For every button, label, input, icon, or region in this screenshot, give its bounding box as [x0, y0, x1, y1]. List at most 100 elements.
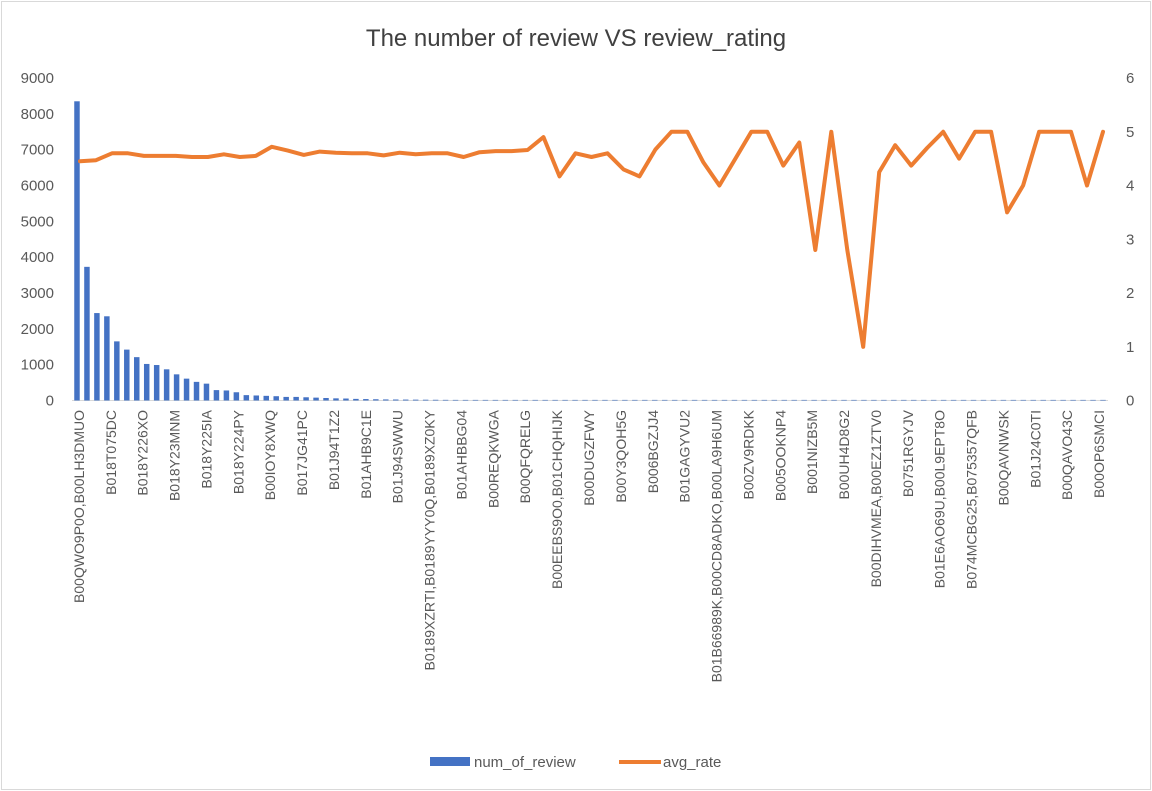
bar — [253, 395, 260, 401]
bar — [542, 399, 548, 401]
x-tick-label: B018Y224PY — [230, 409, 246, 494]
x-tick-label: B018Y225IA — [199, 409, 215, 488]
bar — [293, 396, 299, 401]
bar — [681, 399, 688, 401]
bar — [841, 399, 847, 401]
bar — [273, 396, 279, 401]
bar — [1080, 399, 1086, 401]
bar — [711, 399, 718, 401]
bar — [990, 399, 997, 401]
bar — [751, 399, 758, 401]
bar — [353, 398, 359, 401]
x-tick-label: B074MCBG25,B075357QFB — [964, 410, 980, 589]
y-left-tick-label: 9000 — [21, 70, 54, 87]
x-tick-label: B01B66989K,B00CD8ADKO,B00LA9H6UM — [709, 410, 725, 682]
bar-series — [74, 101, 1106, 401]
x-tick-label: B01J94T1Z2 — [326, 410, 342, 490]
bar — [512, 399, 519, 401]
x-tick-label: B00QAVO43C — [1059, 410, 1075, 500]
bar — [741, 399, 748, 401]
x-tick-label: B00QFQRELG — [517, 410, 533, 503]
x-tick-label: B0189XZRTI,B0189YYY0Q,B0189XZ0KY — [422, 409, 438, 670]
chart-title: The number of review VS review_rating — [366, 25, 786, 52]
y-right-tick-label: 1 — [1126, 339, 1134, 356]
x-tick-label: B00DUGZFWY — [581, 409, 597, 505]
y-left-tick-label: 1000 — [21, 357, 54, 374]
x-tick-label: B01AHBBG04 — [454, 410, 470, 500]
bar — [383, 399, 389, 401]
legend-swatch-bar — [430, 757, 470, 766]
bar — [552, 399, 558, 401]
bar — [1000, 399, 1007, 401]
x-tick-label: B018Y23MNM — [167, 410, 183, 501]
bar — [363, 399, 369, 401]
legend: num_of_review avg_rate — [430, 754, 721, 771]
bar — [582, 399, 588, 401]
bar — [791, 399, 797, 401]
bar — [163, 369, 170, 401]
y-right-tick-label: 2 — [1126, 285, 1134, 302]
x-tick-label: B005OOKNP4 — [772, 410, 788, 501]
y-left-tick-label: 4000 — [21, 249, 54, 266]
bar — [1100, 399, 1106, 401]
bar — [522, 399, 528, 401]
bar — [1010, 399, 1017, 401]
bar — [701, 399, 708, 401]
x-tick-label: B018T075DC — [103, 410, 119, 495]
y-right-tick-label: 4 — [1126, 178, 1134, 195]
bar — [671, 399, 678, 401]
bar — [183, 378, 190, 401]
x-tick-label: B017JG41PC — [294, 410, 310, 496]
bar — [960, 399, 967, 401]
x-tick-label: B01J24C0TI — [1027, 410, 1043, 488]
y-left-tick-label: 7000 — [21, 142, 54, 159]
bar — [940, 399, 947, 401]
bar — [114, 341, 120, 401]
bar — [532, 399, 538, 401]
bar — [602, 399, 608, 401]
y-right-tick-label: 6 — [1126, 70, 1134, 87]
bar — [143, 363, 150, 401]
bar — [632, 399, 638, 401]
bar — [831, 399, 837, 401]
bar — [901, 399, 907, 401]
bar — [871, 399, 877, 401]
bar — [761, 399, 768, 401]
bar — [313, 397, 319, 401]
bar — [691, 399, 698, 401]
bar — [970, 399, 977, 401]
bar — [821, 399, 827, 401]
y-axis-left: 0 1000 2000 3000 4000 5000 6000 7000 8000 9000 — [21, 70, 54, 410]
bar — [442, 399, 449, 401]
x-tick-label: B0751RGYJV — [900, 409, 916, 497]
avg-rate-line — [78, 129, 1105, 349]
y-left-tick-label: 3000 — [21, 285, 54, 302]
bar — [412, 399, 419, 401]
bar — [1050, 399, 1056, 401]
y-axis-right: 0 1 2 3 4 5 6 — [1126, 70, 1134, 410]
bar — [84, 266, 90, 401]
bar — [1070, 399, 1076, 401]
bar — [612, 399, 618, 401]
y-right-tick-label: 5 — [1126, 124, 1134, 141]
bar — [492, 399, 499, 401]
bar — [1090, 399, 1096, 401]
bar — [731, 399, 738, 401]
bar — [980, 399, 987, 401]
bar — [213, 390, 220, 401]
x-tick-label: B00QAVNWSK — [995, 409, 1011, 505]
x-tick-label: B001NIZB5M — [804, 410, 820, 494]
bar — [153, 365, 160, 401]
y-left-tick-label: 0 — [46, 393, 54, 410]
x-tick-label: B01AHB9C1E — [358, 410, 374, 499]
x-axis-labels: B00QWO9P0O,B00LH3DMUO B018T075DC B018Y226X… — [71, 409, 1107, 682]
x-tick-label: B00Y3QOH5G — [613, 410, 629, 503]
bar — [303, 397, 309, 401]
bar — [1020, 399, 1027, 401]
bar — [572, 399, 578, 401]
line-series-group — [78, 129, 1105, 349]
x-tick-label: B00DIHVMEA,B00EZ1ZTV0 — [868, 410, 884, 588]
x-tick-label: B00OP6SMCI — [1091, 410, 1107, 498]
